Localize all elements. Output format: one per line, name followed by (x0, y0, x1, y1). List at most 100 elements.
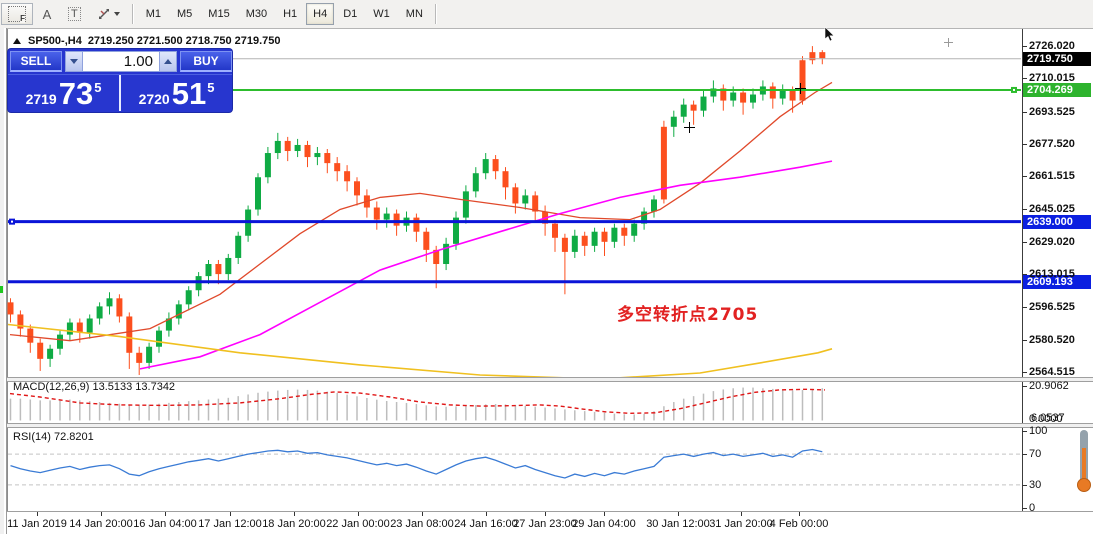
timeframe-m15[interactable]: M15 (208, 8, 230, 20)
buy-price[interactable]: 2720 51 5 (138, 76, 215, 111)
price-axis-label: 2726.020 (1029, 40, 1075, 53)
volume-increase-button[interactable] (159, 51, 177, 72)
timeframe-h4[interactable]: H4 (306, 3, 335, 25)
candle-body (57, 334, 63, 349)
cursor-mode-button[interactable] (90, 3, 127, 25)
grid-f-letter: F (20, 14, 25, 23)
rsi-axis-label: 70 (1029, 448, 1042, 461)
current-price-badge: 2719.750 (1023, 51, 1091, 66)
candle-body (165, 318, 172, 331)
candle-body (789, 90, 796, 101)
cursor-arrow-icon (824, 27, 835, 42)
timeframe-w1[interactable]: W1 (373, 8, 390, 20)
rsi-line (10, 448, 823, 479)
time-axis-tick (294, 512, 295, 516)
time-axis-tick (230, 512, 231, 516)
candle-body (185, 290, 192, 305)
candle-body (651, 199, 657, 212)
candle-body (462, 191, 469, 218)
timeframe-m5[interactable]: M5 (177, 8, 193, 20)
price-axis-label: 2596.525 (1029, 301, 1075, 314)
timeframe-m1[interactable]: M1 (145, 8, 162, 20)
candle-body (126, 316, 133, 353)
sell-button[interactable]: SELL (10, 51, 62, 72)
timeframe-mn[interactable]: MN (405, 8, 423, 20)
candle-body (66, 322, 73, 335)
time-axis-label: 16 Jan 04:00 (133, 518, 197, 530)
volume-control (65, 51, 177, 72)
candle-body (660, 126, 667, 200)
line-handle-dot (11, 220, 13, 223)
candle-body (205, 264, 212, 277)
price-axis-tick (1022, 143, 1027, 145)
mid-ma-line (139, 160, 833, 370)
candle-body (393, 213, 400, 226)
candle-body (17, 314, 24, 329)
macd-label: MACD(12,26,9) 13.5133 13.7342 (13, 381, 176, 393)
thermometer-scrollbar[interactable] (1077, 430, 1091, 496)
candle-body (710, 88, 717, 97)
candle-body (552, 223, 558, 238)
buy-button[interactable]: BUY (180, 51, 232, 72)
left-edge-marker (0, 286, 3, 293)
crosshair-icon (684, 122, 695, 133)
candle-body (611, 227, 618, 242)
collapse-triangle-icon[interactable] (13, 38, 21, 44)
candle-body (532, 195, 539, 212)
candle-body (512, 187, 519, 204)
volume-input[interactable] (83, 51, 159, 72)
candle-body (334, 163, 341, 172)
price-axis-tick (1022, 307, 1027, 309)
thermometer-fill (1082, 448, 1086, 484)
candle-body (561, 237, 568, 252)
price-axis-border (1022, 29, 1023, 512)
rsi-axis-label: 100 (1029, 425, 1048, 437)
timeframe-d1[interactable]: D1 (343, 8, 358, 20)
pane-splitter-macd[interactable] (7, 377, 1093, 382)
time-axis-label: 24 Jan 16:00 (454, 518, 518, 530)
candle-body (274, 140, 281, 154)
pane-splitter-rsi[interactable] (7, 423, 1093, 428)
candle-body (571, 235, 578, 252)
text-label-button[interactable]: A (42, 6, 52, 22)
toolbar-separator (434, 4, 437, 24)
price-axis-tick (1022, 46, 1027, 48)
candle-body (136, 352, 143, 363)
timeframe-m30[interactable]: M30 (245, 8, 268, 20)
rsi-axis-label: 0 (1029, 502, 1036, 514)
candle-body (175, 304, 182, 319)
volume-decrease-button[interactable] (65, 51, 83, 72)
price-line-badge: 2609.193 (1023, 274, 1091, 289)
candle-body (690, 104, 697, 111)
mouse-mark-icon (944, 38, 953, 47)
caret-down-icon (113, 12, 120, 16)
chart-annotation-text[interactable]: 多空转折点2705 (617, 305, 759, 325)
timeframe-h1[interactable]: H1 (283, 8, 298, 20)
chart-shift-button[interactable]: F (1, 3, 33, 25)
candle-body (383, 213, 390, 220)
macd-axis-tick (1022, 386, 1027, 387)
time-axis-label: 14 Jan 20:00 (69, 518, 133, 530)
candle-body (255, 177, 261, 210)
price-axis-label: 2710.015 (1029, 72, 1075, 85)
text-box-button[interactable]: T (61, 3, 88, 25)
candle-body (373, 207, 380, 220)
candle-body (492, 159, 499, 172)
candle-body (235, 235, 242, 258)
candle-body (146, 346, 153, 363)
sell-price[interactable]: 2719 73 5 (8, 75, 121, 111)
time-axis-tick (486, 512, 487, 516)
time-axis-label: 22 Jan 00:00 (326, 518, 390, 530)
candle-body (809, 52, 816, 61)
time-axis-tick (37, 512, 38, 516)
candle-body (730, 92, 737, 101)
time-axis-label: 23 Jan 08:00 (390, 518, 454, 530)
candle-body (106, 298, 113, 307)
candle-body (601, 231, 608, 242)
price-axis-label: 2661.515 (1029, 170, 1075, 183)
caret-down-icon (70, 59, 78, 64)
price-axis-tick (1022, 78, 1027, 80)
symbol-period-label: SP500-,H4 (28, 35, 82, 47)
